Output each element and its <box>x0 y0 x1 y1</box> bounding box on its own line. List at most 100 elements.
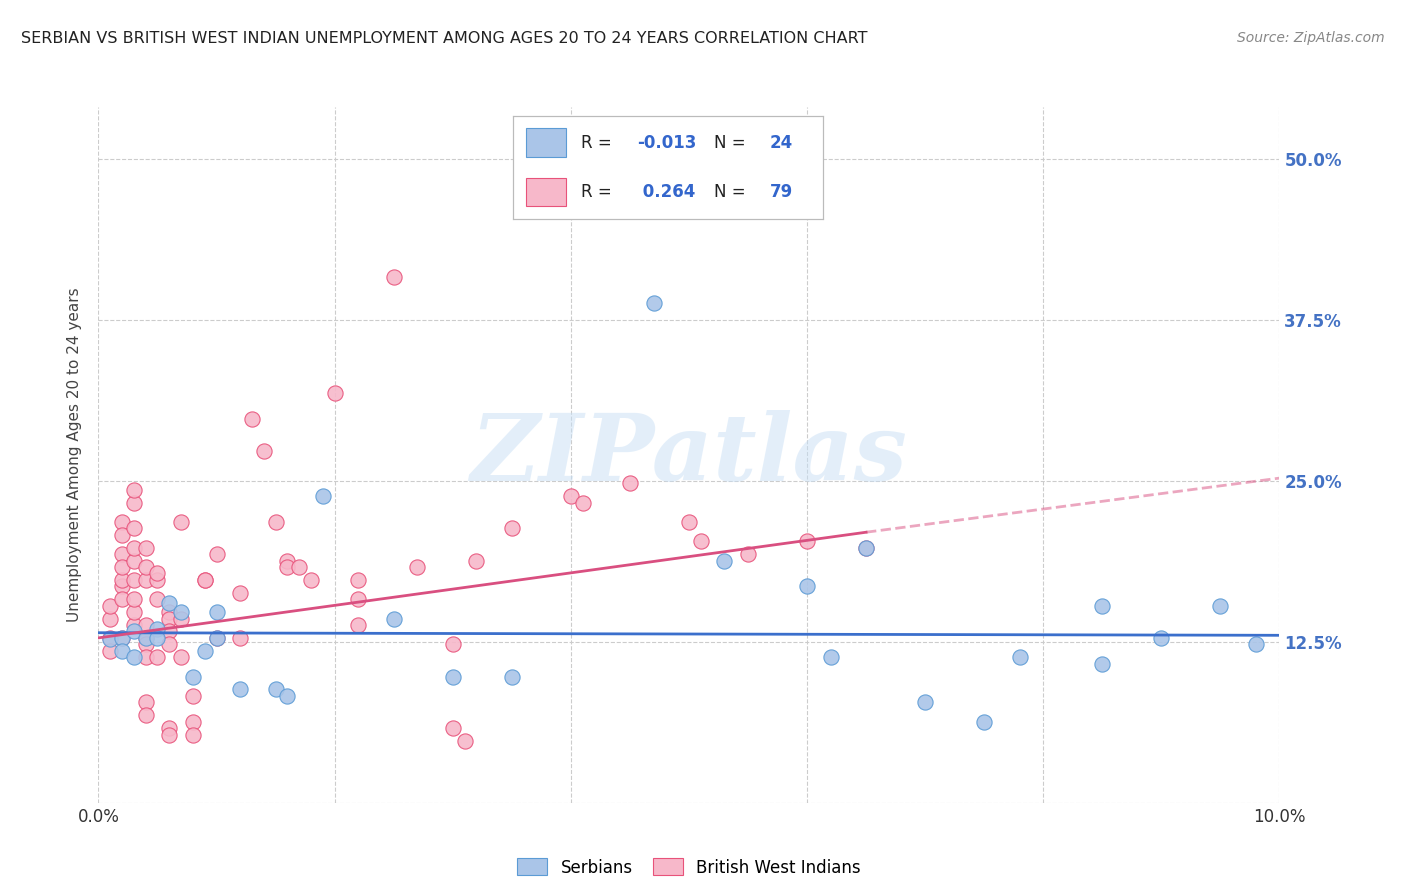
Point <box>98 644 121 658</box>
Y-axis label: Unemployment Among Ages 20 to 24 years: Unemployment Among Ages 20 to 24 years <box>67 287 83 623</box>
Text: N =: N = <box>714 134 751 152</box>
Point <box>205 631 228 645</box>
Point <box>122 605 145 619</box>
Point <box>181 714 204 729</box>
Point <box>689 534 711 549</box>
Point <box>146 573 169 587</box>
Point <box>111 592 134 607</box>
Point <box>122 573 145 587</box>
Point <box>347 618 370 632</box>
Point <box>111 560 134 574</box>
Point <box>382 611 405 625</box>
Point <box>194 644 217 658</box>
FancyBboxPatch shape <box>526 128 565 157</box>
Point <box>122 495 145 509</box>
Point <box>276 553 298 567</box>
Point <box>111 579 134 593</box>
Text: 79: 79 <box>770 183 793 201</box>
Point <box>122 618 145 632</box>
Point <box>276 689 298 703</box>
Point <box>170 650 193 665</box>
Text: ZIPatlas: ZIPatlas <box>471 410 907 500</box>
Point <box>205 631 228 645</box>
Point <box>441 669 464 683</box>
Point <box>713 553 735 567</box>
Point <box>323 386 346 401</box>
Point <box>98 611 121 625</box>
Point <box>643 296 665 310</box>
Point <box>157 624 180 639</box>
Point <box>501 669 523 683</box>
Point <box>453 734 475 748</box>
Point <box>122 541 145 555</box>
Point <box>1091 657 1114 671</box>
FancyBboxPatch shape <box>526 178 565 206</box>
Point <box>288 560 311 574</box>
Point <box>146 566 169 581</box>
Text: Source: ZipAtlas.com: Source: ZipAtlas.com <box>1237 31 1385 45</box>
Point <box>111 573 134 587</box>
Point <box>501 521 523 535</box>
Point <box>1150 631 1173 645</box>
Legend: Serbians, British West Indians: Serbians, British West Indians <box>509 850 869 885</box>
Point <box>135 541 157 555</box>
Point <box>122 483 145 497</box>
Point <box>135 695 157 709</box>
Point <box>122 624 145 639</box>
Point <box>312 489 335 503</box>
Point <box>157 727 180 741</box>
Point <box>157 605 180 619</box>
Point <box>111 631 134 645</box>
Point <box>737 547 759 561</box>
Point <box>135 618 157 632</box>
Point <box>135 650 157 665</box>
Point <box>796 579 818 593</box>
Point <box>111 631 134 645</box>
Point <box>855 541 877 555</box>
Point <box>98 632 121 647</box>
Text: R =: R = <box>581 134 617 152</box>
Point <box>205 547 228 561</box>
Point <box>181 689 204 703</box>
Point <box>406 560 429 574</box>
Point <box>135 708 157 723</box>
Point <box>276 560 298 574</box>
Point <box>1244 637 1267 651</box>
Point <box>111 547 134 561</box>
Point <box>820 650 842 665</box>
Text: R =: R = <box>581 183 617 201</box>
Point <box>98 599 121 613</box>
Point <box>122 521 145 535</box>
Point <box>194 573 217 587</box>
Point <box>1008 650 1031 665</box>
Point <box>264 682 287 697</box>
Point <box>1091 599 1114 613</box>
Point <box>111 515 134 529</box>
Point <box>111 528 134 542</box>
Point <box>194 573 217 587</box>
Point <box>253 444 276 458</box>
Text: SERBIAN VS BRITISH WEST INDIAN UNEMPLOYMENT AMONG AGES 20 TO 24 YEARS CORRELATIO: SERBIAN VS BRITISH WEST INDIAN UNEMPLOYM… <box>21 31 868 46</box>
Point <box>181 727 204 741</box>
Point <box>973 714 995 729</box>
Point <box>382 270 405 285</box>
Point <box>619 476 641 491</box>
Point <box>465 553 488 567</box>
Point <box>299 573 322 587</box>
Point <box>170 605 193 619</box>
Point <box>205 605 228 619</box>
Text: 24: 24 <box>770 134 793 152</box>
Point <box>229 586 252 600</box>
Point <box>170 611 193 625</box>
Point <box>157 637 180 651</box>
Point <box>146 650 169 665</box>
Point <box>135 631 157 645</box>
Point <box>122 592 145 607</box>
Point <box>347 592 370 607</box>
Point <box>441 721 464 735</box>
Point <box>146 592 169 607</box>
Point <box>796 534 818 549</box>
Point <box>135 631 157 645</box>
Point <box>146 622 169 636</box>
Point <box>441 637 464 651</box>
